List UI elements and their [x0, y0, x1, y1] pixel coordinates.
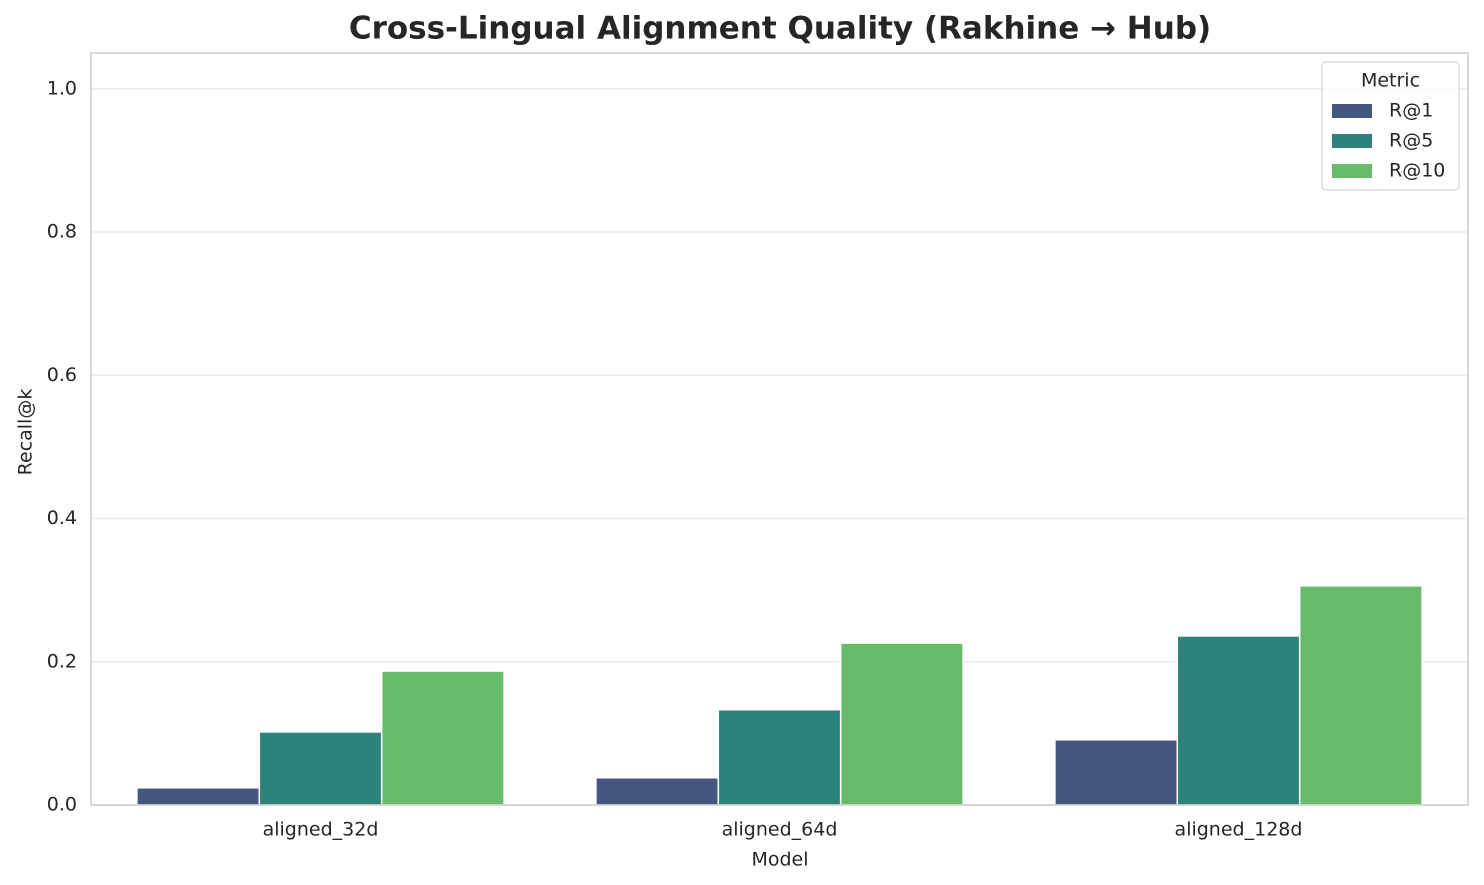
x-tick-label: aligned_128d [1175, 819, 1303, 841]
bar [380, 670, 505, 806]
legend-swatch [1332, 134, 1372, 148]
legend-title: Metric [1361, 70, 1420, 92]
bar [839, 642, 964, 806]
bar [595, 777, 720, 806]
plot-frame [90, 52, 1469, 806]
y-tick-label: 0.2 [47, 650, 77, 672]
bar [717, 708, 842, 806]
y-tick-label: 1.0 [47, 77, 77, 99]
bar [258, 731, 383, 806]
legend-label: R@1 [1389, 100, 1433, 122]
bar [136, 787, 261, 806]
bar [1176, 635, 1301, 806]
legend-box [1321, 61, 1460, 191]
x-tick-label: aligned_32d [263, 819, 379, 841]
y-axis-label: Recall@k [15, 389, 37, 476]
y-tick-label: 0.8 [47, 221, 77, 243]
y-tick-label: 0.4 [47, 507, 77, 529]
chart-title: Cross-Lingual Alignment Quality (Rakhine… [349, 11, 1211, 47]
x-tick-label: aligned_64d [722, 819, 838, 841]
y-tick-label: 0.6 [47, 364, 77, 386]
legend-swatch [1332, 104, 1372, 118]
x-axis-label: Model [751, 849, 808, 871]
bar [1298, 585, 1423, 806]
bar [1054, 739, 1179, 806]
legend-label: R@5 [1389, 130, 1433, 152]
legend-label: R@10 [1389, 160, 1445, 182]
legend-swatch [1332, 164, 1372, 178]
y-tick-label: 0.0 [47, 794, 77, 816]
